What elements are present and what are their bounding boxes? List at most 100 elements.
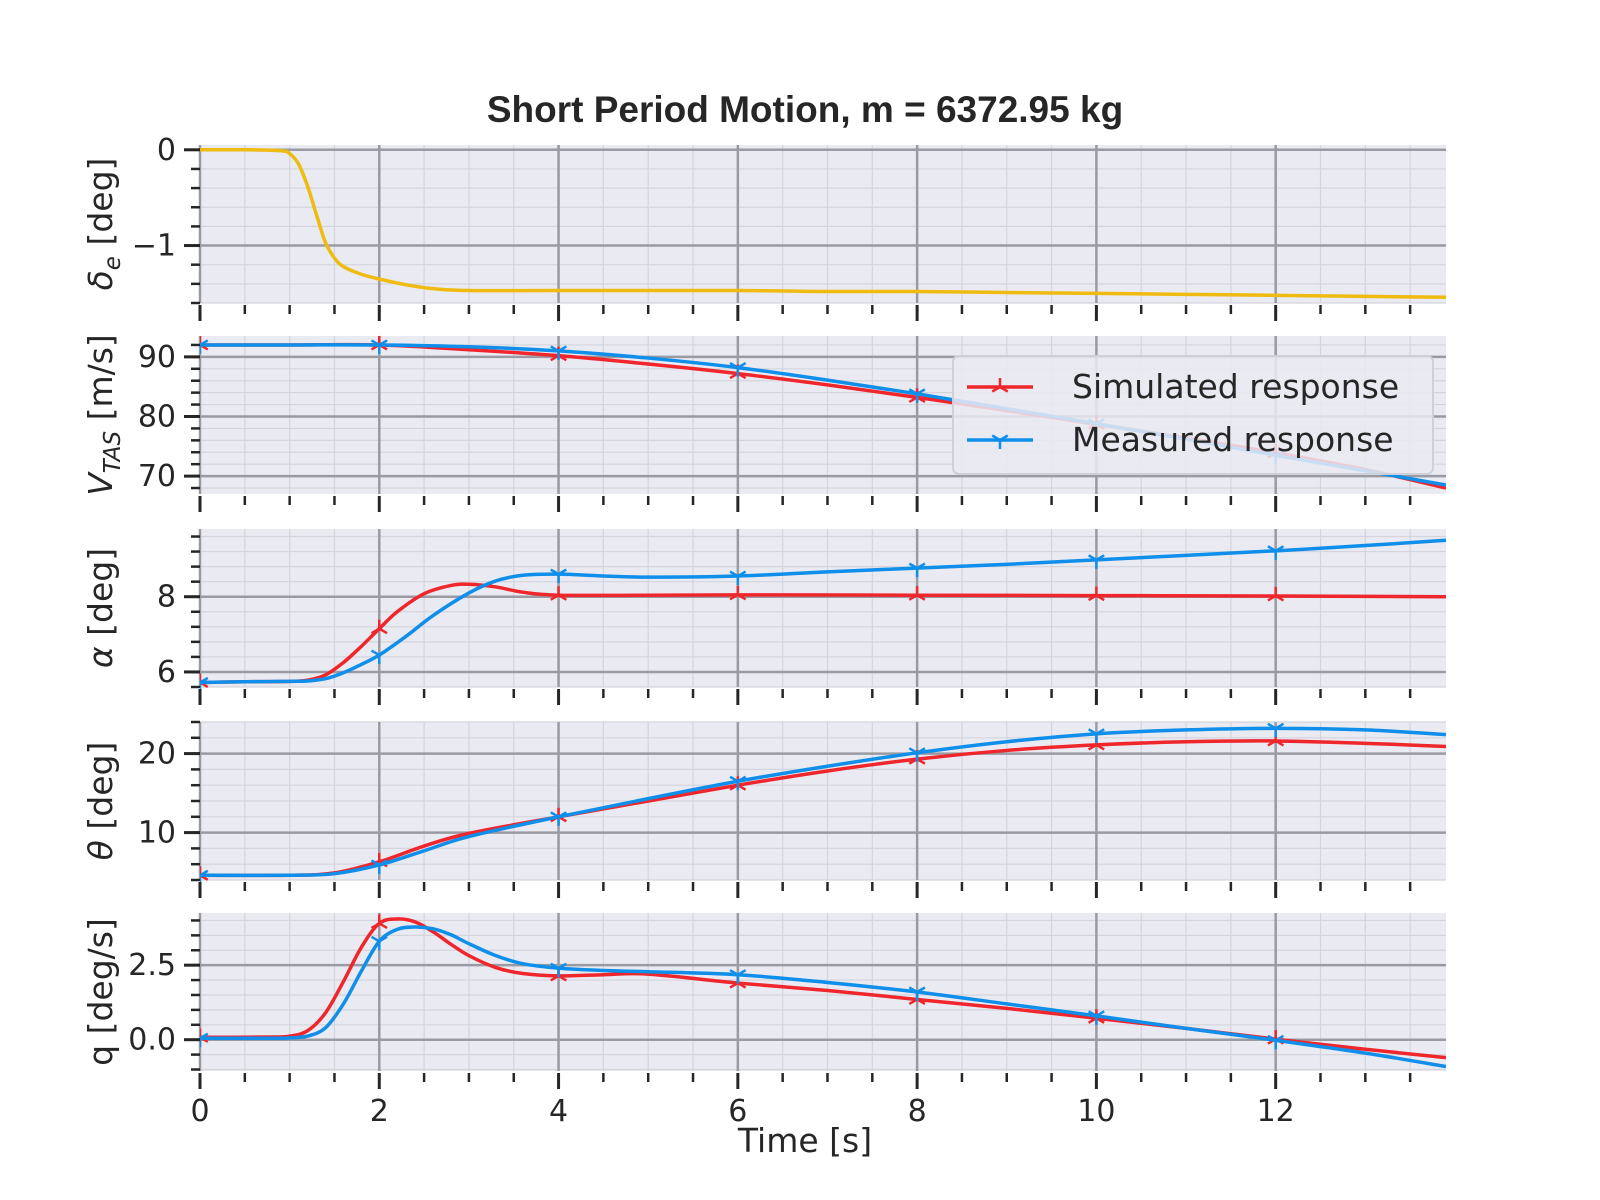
data-point-marker <box>557 962 567 970</box>
data-point-marker <box>200 339 209 347</box>
panel-5: 0.02.5q [deg/s] <box>81 913 1446 1089</box>
x-tick-label: 6 <box>728 1094 747 1129</box>
data-point-marker <box>908 998 918 1006</box>
data-point-marker <box>378 922 388 930</box>
y-label-subscript: e <box>100 256 126 270</box>
y-label-unit: [deg] <box>81 742 120 840</box>
panel-background <box>200 145 1446 303</box>
data-point-marker <box>908 747 918 754</box>
data-point-marker <box>550 962 560 970</box>
x-tick-label: 12 <box>1257 1094 1295 1129</box>
y-tick-label: 70 <box>138 459 176 494</box>
data-point-marker <box>1267 739 1277 747</box>
data-point-marker <box>916 986 926 994</box>
data-point-marker <box>916 396 926 403</box>
data-point-marker <box>908 986 918 994</box>
data-point-marker <box>1267 545 1277 552</box>
y-axis-label: δe [deg] <box>81 158 126 291</box>
data-point-marker <box>999 434 1009 442</box>
grid-lines <box>198 529 1446 688</box>
data-point-marker <box>729 593 739 601</box>
data-point-marker <box>729 775 739 783</box>
y-label-symbol: δ <box>81 270 120 290</box>
data-point-marker <box>1267 1034 1277 1042</box>
data-point-marker <box>916 388 926 395</box>
data-point-marker <box>737 969 747 976</box>
y-tick-label: 90 <box>138 340 176 375</box>
data-point-marker <box>378 627 388 635</box>
data-point-marker <box>737 981 747 989</box>
data-point-marker <box>908 562 918 570</box>
data-point-marker <box>1095 594 1105 602</box>
data-point-marker <box>370 649 380 657</box>
panel-1: 0−1δe [deg] <box>81 133 1446 321</box>
grid-lines <box>198 913 1446 1071</box>
data-point-marker <box>908 594 918 601</box>
data-point-marker <box>378 649 388 657</box>
y-tick-label: 80 <box>138 399 176 434</box>
data-point-marker <box>729 969 739 976</box>
grid-lines <box>198 721 1446 881</box>
data-point-marker <box>1087 554 1098 561</box>
data-point-marker <box>550 345 560 352</box>
data-point-marker <box>550 811 560 818</box>
y-label-symbol: α <box>81 646 120 668</box>
data-point-marker <box>729 570 739 578</box>
y-label-symbol: θ <box>81 840 120 860</box>
data-point-marker <box>991 434 1001 442</box>
data-point-marker <box>1095 728 1105 735</box>
data-point-marker <box>1087 743 1098 751</box>
y-axis-label: θ [deg] <box>81 742 120 861</box>
data-point-marker <box>1095 1010 1105 1017</box>
y-label-subscript: TAS <box>100 431 126 473</box>
x-tick-label: 8 <box>908 1094 927 1129</box>
data-point-marker <box>737 775 747 783</box>
panel-background <box>200 529 1446 687</box>
data-point-marker <box>557 974 567 982</box>
y-label-unit: [m/s] <box>81 334 120 431</box>
series-group <box>200 722 1446 882</box>
y-tick-label: 8 <box>157 580 176 615</box>
x-tick-label: 10 <box>1077 1094 1115 1129</box>
simulated-series-line <box>200 917 1446 1060</box>
data-point-marker <box>1087 728 1098 735</box>
grid-lines <box>198 145 1446 304</box>
data-point-marker <box>737 784 747 791</box>
data-point-marker <box>1267 594 1277 602</box>
data-point-marker <box>999 385 1009 393</box>
legend-frame <box>952 355 1434 475</box>
y-label-symbol: V <box>81 471 120 496</box>
data-point-marker <box>737 570 747 578</box>
data-point-marker <box>1275 722 1285 730</box>
data-point-marker <box>1275 594 1285 602</box>
y-tick-label: 0.0 <box>128 1023 176 1058</box>
data-point-marker <box>1087 1010 1098 1017</box>
x-tick-label: 4 <box>549 1094 568 1129</box>
panel-3: 6 8 α [deg] <box>81 529 1446 705</box>
x-tick-label: 0 <box>190 1094 209 1129</box>
data-point-marker <box>916 562 926 570</box>
x-axis-label: Time [s] <box>737 1121 872 1160</box>
data-point-marker <box>557 568 567 576</box>
data-point-marker <box>908 396 918 403</box>
data-point-marker <box>1095 554 1105 561</box>
data-point-marker <box>200 869 209 877</box>
panel-background <box>200 913 1446 1071</box>
legend-label: Measured response <box>1072 420 1394 459</box>
y-axis-label: VTAS [m/s] <box>81 334 126 496</box>
simulated-series-line <box>200 582 1446 685</box>
data-point-marker <box>1267 722 1277 730</box>
data-point-marker <box>378 935 388 943</box>
input-series-line <box>200 147 1446 299</box>
y-label-unit: [deg] <box>81 158 120 256</box>
data-point-marker <box>737 362 747 369</box>
data-point-marker <box>1275 545 1285 552</box>
data-point-marker <box>1275 1034 1285 1042</box>
data-point-marker <box>916 998 926 1006</box>
data-point-marker <box>1095 1017 1105 1024</box>
data-point-marker <box>916 594 926 601</box>
series-group <box>200 538 1446 689</box>
y-tick-label: 6 <box>157 655 176 690</box>
data-point-marker <box>557 811 567 818</box>
